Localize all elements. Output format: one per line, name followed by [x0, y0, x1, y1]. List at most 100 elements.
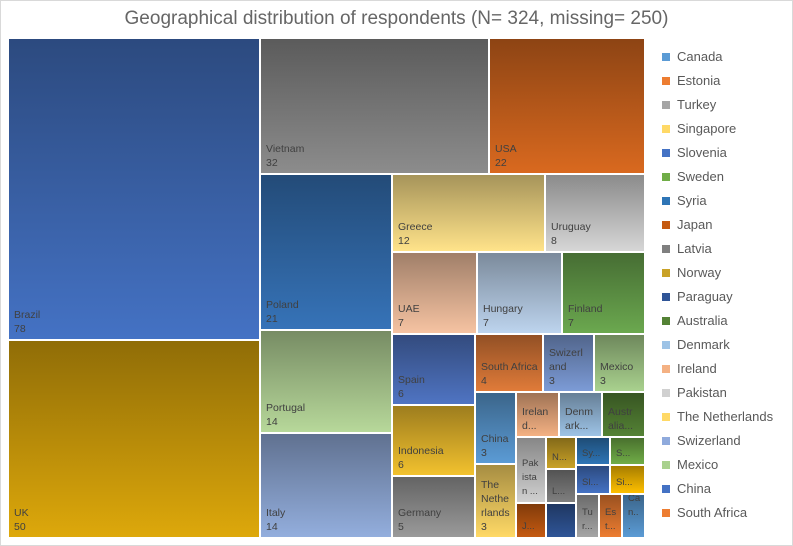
treemap-tile-pakistan: Pak istan ...: [516, 437, 546, 503]
tile-name: Irelan d...: [522, 406, 549, 432]
treemap-plot-area: Brazil 78 UK 50 Vietnam 32 USA 22 Poland 21 Portug…: [8, 38, 645, 538]
treemap-tile-the-netherlands: The Nethe rlands 3: [475, 464, 516, 538]
tile-label: Indonesia 6: [398, 444, 471, 472]
tile-label: Ca n...: [628, 494, 641, 534]
legend-swatch: [662, 245, 670, 253]
treemap-tile-portugal: Portugal 14: [260, 330, 392, 433]
tile-value: 14: [266, 416, 278, 428]
treemap-tile-mexico: Mexico 3: [594, 334, 645, 392]
treemap-tile-australia: Austr alia...: [602, 392, 645, 437]
legend-item-slovenia: Slovenia: [662, 144, 790, 168]
tile-name: UAE: [398, 303, 420, 315]
tile-name: The Nethe rlands: [481, 479, 510, 519]
legend-label: Australia: [677, 313, 728, 328]
legend-label: Swizerland: [677, 433, 741, 448]
tile-name: L...: [552, 486, 566, 497]
treemap-tile-germany: Germany 5: [392, 476, 475, 538]
tile-label: Germany 5: [398, 506, 471, 534]
legend-label: Estonia: [677, 73, 721, 88]
legend-swatch: [662, 149, 670, 157]
tile-name: Si...: [616, 477, 633, 488]
legend-item-singapore: Singapore: [662, 120, 790, 144]
treemap-tile-china: China 3: [475, 392, 516, 464]
tile-name: Germany: [398, 507, 442, 519]
treemap-tile-norway: N...: [546, 437, 576, 469]
tile-name: China: [481, 433, 509, 445]
tile-label: Swizerl and 3: [549, 346, 590, 388]
tile-value: 6: [398, 459, 404, 471]
tile-label: Tu r...: [582, 506, 595, 534]
legend-item-south-africa: South Africa: [662, 504, 790, 528]
tile-value: 14: [266, 521, 278, 533]
legend-label: Slovenia: [677, 145, 727, 160]
legend-item-china: China: [662, 480, 790, 504]
treemap-tile-hungary: Hungary 7: [477, 252, 562, 334]
tile-label: Hungary 7: [483, 302, 558, 330]
legend-swatch: [662, 341, 670, 349]
legend-item-denmark: Denmark: [662, 336, 790, 360]
tile-label: Sy...: [582, 447, 606, 461]
tile-name: Vietnam: [266, 143, 305, 155]
legend-item-syria: Syria: [662, 192, 790, 216]
treemap-tile-usa: USA 22: [489, 38, 645, 174]
legend-swatch: [662, 461, 670, 469]
treemap-tile-japan: J...: [516, 503, 546, 538]
legend-item-norway: Norway: [662, 264, 790, 288]
legend-label: Turkey: [677, 97, 717, 112]
treemap-tile-uk: UK 50: [8, 340, 260, 538]
treemap-tile-poland: Poland 21: [260, 174, 392, 330]
legend-swatch: [662, 509, 670, 517]
tile-name: USA: [495, 143, 517, 155]
treemap-tile-canada: Ca n...: [622, 494, 645, 538]
legend-item-latvia: Latvia: [662, 240, 790, 264]
tile-label: N...: [552, 451, 572, 465]
tile-name: Brazil: [14, 309, 41, 321]
tile-name: UK: [14, 507, 29, 519]
tile-label: The Nethe rlands 3: [481, 478, 512, 534]
legend-item-canada: Canada: [662, 48, 790, 72]
legend-swatch: [662, 101, 670, 109]
legend-swatch: [662, 221, 670, 229]
treemap-tile-estonia: Es t...: [599, 494, 622, 538]
legend-item-the-netherlands: The Netherlands: [662, 408, 790, 432]
tile-value: 21: [266, 313, 278, 325]
tile-name: Denm ark...: [565, 406, 594, 432]
tile-value: 3: [481, 447, 487, 459]
tile-label: Uruguay 8: [551, 220, 641, 248]
tile-name: Austr alia...: [608, 406, 634, 432]
chart-title: Geographical distribution of respondents…: [124, 8, 669, 29]
tile-label: Greece 12: [398, 220, 541, 248]
legend-label: Ireland: [677, 361, 717, 376]
tile-label: UAE 7: [398, 302, 473, 330]
legend-swatch: [662, 197, 670, 205]
tile-name: S...: [616, 448, 631, 459]
tile-name: Sy...: [582, 448, 601, 459]
legend-item-ireland: Ireland: [662, 360, 790, 384]
treemap-tile-syria: Sy...: [576, 437, 610, 465]
treemap-tile-spain: Spain 6: [392, 334, 475, 405]
legend-item-swizerland: Swizerland: [662, 432, 790, 456]
legend-label: Latvia: [677, 241, 712, 256]
treemap-tile-ireland: Irelan d...: [516, 392, 559, 437]
legend-item-turkey: Turkey: [662, 96, 790, 120]
legend-label: South Africa: [677, 505, 748, 520]
legend-item-japan: Japan: [662, 216, 790, 240]
treemap-tile-uae: UAE 7: [392, 252, 477, 334]
legend-swatch: [662, 293, 670, 301]
treemap-tile-denmark: Denm ark...: [559, 392, 602, 437]
legend-label: Paraguay: [677, 289, 733, 304]
tile-name: Greece: [398, 221, 433, 233]
tile-name: N...: [552, 452, 567, 463]
treemap-tile-singapore: Si...: [610, 465, 645, 494]
tile-label: Irelan d...: [522, 405, 555, 433]
legend-item-sweden: Sweden: [662, 168, 790, 192]
treemap-tile-south-africa: South Africa 4: [475, 334, 543, 392]
legend-label: Norway: [677, 265, 722, 280]
legend-swatch: [662, 269, 670, 277]
legend-swatch: [662, 77, 670, 85]
legend-swatch: [662, 173, 670, 181]
tile-name: Ca n...: [628, 494, 641, 532]
tile-value: 22: [495, 157, 507, 169]
tile-name: Uruguay: [551, 221, 591, 233]
legend-swatch: [662, 317, 670, 325]
